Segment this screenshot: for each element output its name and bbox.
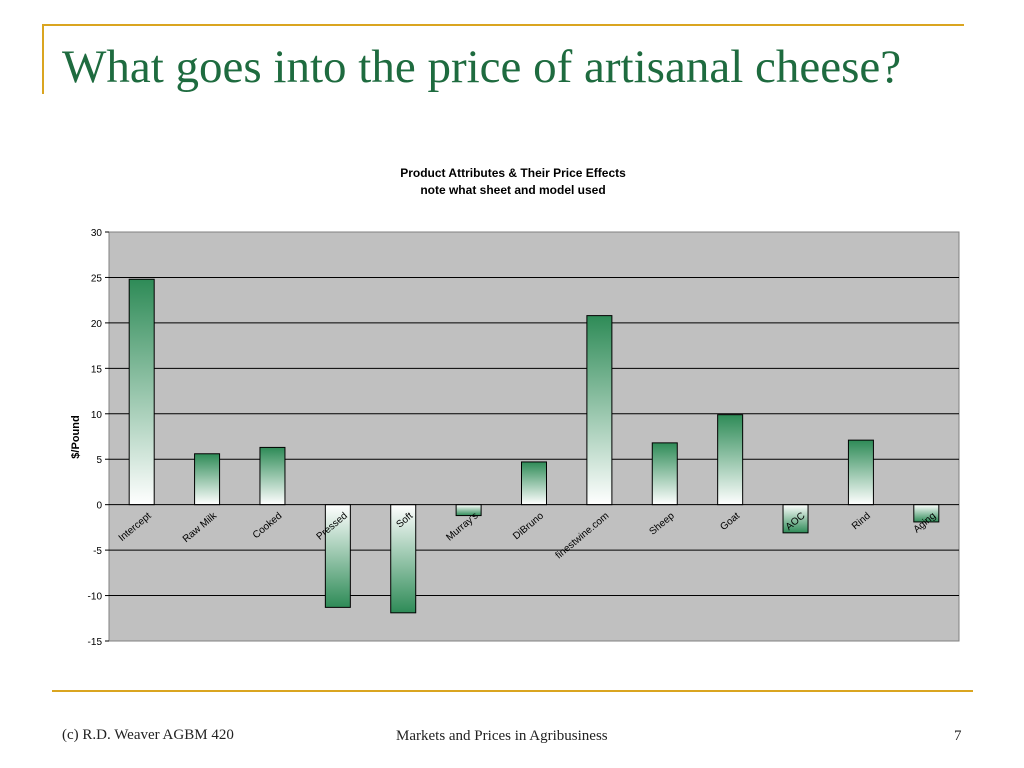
y-tick-label: 10	[91, 410, 103, 421]
chart-container: Product Attributes & Their Price Effects…	[70, 166, 960, 648]
bar-cooked	[259, 446, 286, 506]
y-tick-label: -15	[88, 637, 103, 648]
bar-dibruno	[521, 461, 547, 506]
y-tick-label: 25	[91, 273, 103, 284]
bar-goat	[717, 414, 744, 506]
y-axis-ticks: 30 25 20 15 10 5 0 -5 -10 -15	[88, 228, 109, 648]
y-tick-label: -10	[88, 592, 103, 603]
footer-divider	[52, 690, 973, 692]
bar-pressed	[324, 504, 351, 608]
footer-author: (c) R.D. Weaver AGBM 420	[62, 727, 234, 743]
bar-sheep	[651, 442, 678, 506]
gridlines	[109, 276, 959, 597]
bar-aoc	[782, 504, 809, 534]
y-axis-label: $/Pound	[70, 415, 82, 458]
bar-raw-milk	[194, 453, 221, 506]
y-tick-label: 15	[91, 364, 103, 375]
bar-intercept	[128, 278, 155, 506]
plot-area	[108, 231, 960, 642]
y-tick-label: -5	[93, 546, 102, 557]
chart-subtitle: note what sheet and model used	[420, 183, 605, 197]
title-frame-top-line	[42, 24, 964, 26]
page-number: 7	[954, 728, 962, 744]
title-frame-left-line	[42, 24, 44, 94]
bars	[128, 278, 940, 614]
chart-title: Product Attributes & Their Price Effects	[400, 166, 626, 180]
bar-rind	[847, 439, 874, 506]
y-tick-label: 20	[91, 319, 103, 330]
y-tick-label: 0	[96, 501, 102, 512]
bar-soft	[390, 504, 417, 614]
y-tick-label: 30	[91, 228, 103, 239]
bar-chart: Product Attributes & Their Price Effects…	[70, 166, 960, 648]
slide-title: What goes into the price of artisanal ch…	[62, 41, 902, 93]
y-tick-label: 5	[96, 455, 102, 466]
bar-finestwine-com	[586, 315, 613, 506]
footer-course-title: Markets and Prices in Agribusiness	[396, 728, 608, 744]
